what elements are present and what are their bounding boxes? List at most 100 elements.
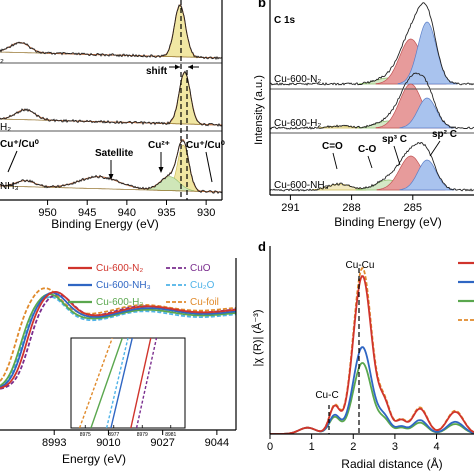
panel-a-plot: [0, 0, 222, 200]
panel-b-series-n2: [270, 2, 474, 86]
panel-b-spectra: [270, 2, 474, 192]
panel-c-series-h2: [0, 293, 236, 387]
panel-a-series-h2: [0, 70, 222, 127]
panel-c-inset-tick-label-2: 8979: [137, 432, 148, 438]
panel-c-inset-lines: [78, 338, 158, 428]
legend-label-nh3: Cu-600-NH₃: [96, 280, 151, 291]
panel-a-cu-arrow-right: [205, 151, 213, 183]
panel-b-annot-sp3: sp³ C: [382, 134, 407, 145]
panel-d-annot-cucu: Cu-Cu: [346, 260, 375, 271]
panel-c-tick-label-2: 9027: [150, 437, 174, 449]
panel-b-annot-co-double-leader: [332, 152, 338, 170]
panel-a-baseline-nh3: [0, 185, 222, 193]
panel-c-inset-line-cufoil: [78, 338, 113, 428]
panel-a-xlabel: Binding Energy (eV): [51, 217, 158, 231]
panel-b-xlabel: Binding Energy (eV): [334, 215, 441, 229]
panel-d-tick-label-1: 1: [309, 441, 315, 453]
panel-b-tick-label-2: 285: [404, 202, 422, 214]
panel-c-inset-line-cuo: [135, 338, 158, 428]
panel-c-inset-line-n2: [130, 338, 152, 428]
panel-a-cu2-arrowhead: [158, 167, 164, 173]
panel-c-series-n2: [0, 291, 236, 390]
panel-a-satellite-label: Satellite: [95, 148, 134, 159]
panel-d-letter: d: [258, 239, 266, 254]
panel-c-inset-tick-label-3: 8981: [165, 432, 176, 438]
panel-b-series-nh3: [270, 141, 474, 192]
panel-d-tick-label-0: 0: [267, 441, 273, 453]
panel-b-annot-co-single: C-O: [358, 144, 377, 155]
panel-d-tick-label-3: 3: [392, 441, 398, 453]
panel-d: 0 1 2 3 4 d Cu-Cu Cu-C |χ (R)| (Å⁻³) Radial …: [251, 239, 474, 471]
panel-a-series-label-n2: ₂: [0, 54, 4, 65]
panel-c-tick-label-1: 9010: [96, 437, 120, 449]
panel-a-cu2-label: Cu²⁺: [148, 140, 170, 151]
panel-d-tick-label-4: 4: [433, 441, 439, 453]
panel-d-plot: [270, 267, 474, 434]
panel-b-tick-label-0: 291: [281, 202, 299, 214]
panel-d-tick-label-2: 2: [350, 441, 356, 453]
panel-c-spectra: [0, 287, 236, 390]
panel-d-spectra: [270, 267, 474, 434]
panel-c-inset-tick-label-0: 8975: [80, 432, 91, 438]
legend-label-cu2o: Cu₂O: [190, 280, 215, 291]
panel-d-annot-cuc: Cu-C: [315, 390, 338, 401]
panel-c-inset-ticks: 8975 8977 8979 8981: [80, 425, 177, 438]
panel-a-cu-label-left: Cu⁺/Cu⁰: [0, 139, 39, 150]
panel-b-tick-label-1: 288: [342, 202, 360, 214]
panel-a-cu-arrow-left: [7, 150, 18, 173]
panel-c-series-cufoil: [0, 287, 236, 382]
panel-c-plot: [0, 287, 236, 390]
panel-d-series-cufoil: [270, 267, 474, 434]
legend-label-cuo: CuO: [190, 263, 211, 274]
panel-b-ylabel: Intensity (a.u.): [253, 75, 265, 145]
panel-a-tick-label-3: 935: [157, 207, 175, 219]
panel-c-inset-tick-label-1: 8977: [108, 432, 119, 438]
panel-c-inset-line-nh3: [110, 338, 133, 428]
panel-c-inset-line-cu2o: [105, 338, 129, 428]
panel-b-annot-sp3-leader: [393, 145, 401, 166]
panel-a-shift-arrows: [169, 64, 199, 70]
panel-a-series-label-h2: H₂: [0, 122, 11, 133]
panel-a-tick-label-1: 945: [78, 207, 96, 219]
panel-a-cu-label-right: Cu⁺/Cu⁰: [186, 140, 225, 151]
panel-c: 8993 9010 9027 9044 Energy (eV) Cu-600-N₂ C…: [0, 258, 237, 466]
legend-label-cufoil: Cu-foil: [190, 297, 219, 308]
panel-a: 950 945 940 935 930 Binding Energy (eV) ₂ H₂…: [0, 0, 225, 231]
panel-a-tick-label-4: 930: [197, 207, 215, 219]
panel-a-spectra: [0, 4, 222, 194]
panel-d-ylabel: |χ (R)| (Å⁻³): [251, 309, 264, 366]
panel-c-xlabel: Energy (eV): [62, 452, 126, 466]
panel-d-series-h2: [270, 362, 474, 434]
panel-b-annot-co-single-leader: [367, 155, 373, 169]
panel-b: 291 288 285 b C 1s Intensity (a.u.) Bindin…: [253, 0, 474, 229]
panel-a-tick-label-0: 950: [38, 207, 56, 219]
panel-a-shift-label: shift: [146, 66, 168, 77]
panel-d-xlabel: Radial distance (Å): [341, 456, 442, 471]
panel-d-legend: [458, 261, 474, 321]
panel-b-annot-sp2: sp² C: [432, 129, 457, 140]
panel-b-series-h2: [270, 72, 474, 130]
panel-b-series-label-nh3: Cu-600-NH₃: [274, 180, 329, 191]
panel-b-series-label-h2: Cu-600-H₂: [274, 118, 321, 129]
panel-d-series-n2: [270, 275, 474, 434]
panel-a-series-label-nh3: NH₃: [0, 181, 19, 192]
panel-b-plot: [270, 2, 474, 192]
panel-d-ticks: 0 1 2 3 4: [267, 434, 440, 453]
panel-a-tick-label-2: 940: [118, 207, 136, 219]
panel-b-title: C 1s: [274, 15, 296, 26]
panel-b-letter: b: [258, 0, 266, 10]
panel-b-series-label-n2: Cu-600-N₂: [274, 74, 321, 85]
panel-c-series-nh3: [0, 291, 236, 389]
panel-c-inset-plot: [78, 338, 158, 428]
panel-a-series-n2: [0, 4, 222, 61]
panel-b-comp-sp2-nh3: [399, 159, 455, 191]
panel-c-ticks: 8993 9010 9027 9044: [42, 430, 229, 449]
panel-a-peak-fill-h2: [151, 71, 214, 126]
legend-label-h2: Cu-600-H₂: [96, 297, 143, 308]
panel-c-inset-frame: [70, 337, 186, 429]
legend-label-n2: Cu-600-N₂: [96, 263, 143, 274]
panel-c-inset-line-h2: [90, 338, 123, 428]
panel-b-annot-co-double: C=O: [322, 141, 343, 152]
panel-b-ticks: 291 288 285: [281, 195, 422, 214]
panel-a-satellite-arrowhead: [108, 174, 114, 180]
